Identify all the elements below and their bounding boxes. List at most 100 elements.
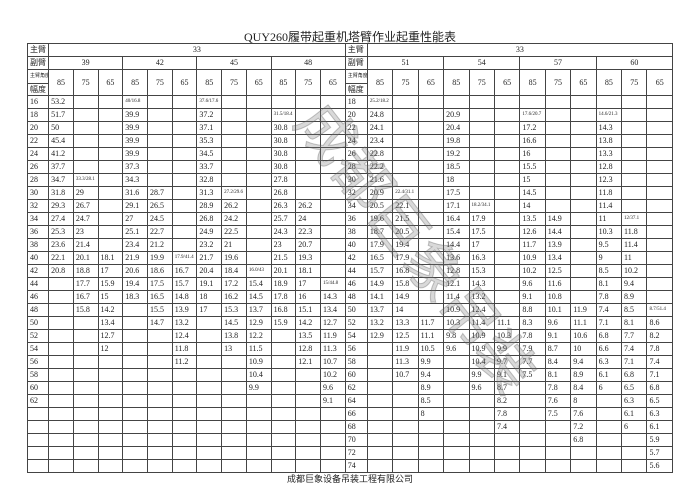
load-value: 11.9	[392, 342, 419, 356]
load-value	[417, 225, 445, 239]
empty-cell	[26, 407, 50, 421]
load-value: 5.9	[646, 433, 673, 447]
load-value	[646, 186, 673, 200]
empty-cell	[171, 459, 198, 473]
empty-cell	[245, 459, 272, 473]
load-value: 14.1	[366, 290, 394, 304]
load-value: 14.4	[443, 238, 470, 252]
load-value: 15.4	[245, 277, 272, 291]
jib-length: 48	[270, 56, 346, 70]
load-value: 10.8	[544, 290, 572, 304]
load-value: 8.2	[493, 394, 521, 408]
load-value: 11.9	[320, 329, 346, 343]
radius: 62	[344, 381, 368, 395]
load-value: 7.1	[595, 316, 623, 330]
load-value	[122, 342, 148, 356]
angle: 75	[72, 69, 99, 96]
radius: 18	[344, 95, 368, 109]
load-value: 16.3	[468, 251, 495, 265]
load-value: 7.4	[493, 420, 521, 434]
load-value: 26.2	[221, 199, 247, 213]
load-value: 24.7	[72, 212, 99, 226]
load-value	[621, 134, 648, 148]
radius: 32	[344, 186, 368, 200]
load-value	[171, 108, 198, 122]
load-value: 23.2	[196, 238, 223, 252]
load-value	[245, 173, 272, 187]
load-value	[245, 212, 272, 226]
load-value: 12.1	[295, 355, 321, 369]
load-value	[72, 316, 99, 330]
load-value: 32.8	[196, 173, 223, 187]
jib-length: 57	[519, 56, 597, 70]
load-value: 24.3	[270, 225, 297, 239]
load-value: 17.9	[366, 238, 394, 252]
jib-label: 副臂	[26, 56, 50, 70]
empty-cell	[171, 420, 198, 434]
load-value	[443, 407, 470, 421]
radius: 54	[344, 329, 368, 343]
empty-cell	[245, 433, 272, 447]
load-value	[493, 160, 521, 174]
load-value	[621, 199, 648, 213]
load-value: 12.6	[519, 225, 546, 239]
load-value: 41.2	[48, 147, 74, 161]
load-value	[320, 134, 346, 148]
radius: 30	[344, 173, 368, 187]
empty-cell	[122, 407, 148, 421]
empty-cell	[221, 459, 247, 473]
load-value	[171, 368, 198, 382]
radius: 58	[26, 368, 50, 382]
load-value: 15.3	[221, 303, 247, 317]
load-value: 6.8	[570, 433, 597, 447]
load-value	[146, 342, 173, 356]
load-value: 39.9	[122, 134, 148, 148]
load-value: 30.8	[270, 121, 297, 135]
load-value	[493, 121, 521, 135]
load-value: 15.5	[146, 303, 173, 317]
angle: 75	[621, 69, 648, 96]
load-value: 10.2	[519, 264, 546, 278]
load-value: 21.5	[270, 251, 297, 265]
radius: 50	[26, 316, 50, 330]
load-value	[493, 199, 521, 213]
load-value: 9.4	[417, 368, 445, 382]
load-value: 16.5	[146, 290, 173, 304]
radius: 44	[344, 264, 368, 278]
load-value	[72, 95, 99, 109]
load-value: 6	[621, 420, 648, 434]
radius: 60	[26, 381, 50, 395]
load-value: 22.1	[392, 199, 419, 213]
load-value: 23	[270, 238, 297, 252]
radius: 32	[26, 199, 50, 213]
load-value	[570, 95, 597, 109]
load-value	[196, 342, 223, 356]
load-value: 8.7/51.4	[646, 303, 673, 317]
load-value	[570, 186, 597, 200]
load-value: 12.5	[544, 264, 572, 278]
main-length: 33	[48, 43, 346, 57]
load-value	[417, 173, 445, 187]
load-value	[320, 173, 346, 187]
empty-cell	[270, 459, 297, 473]
load-value	[295, 147, 321, 161]
load-value: 11.4	[468, 316, 495, 330]
load-value: 15	[97, 290, 124, 304]
load-value: 9.1	[519, 290, 546, 304]
angle: 65	[97, 69, 124, 96]
load-value: 14.3	[595, 121, 623, 135]
load-value: 14	[392, 303, 419, 317]
load-value: 17.6/20.7	[519, 108, 546, 122]
load-value	[544, 160, 572, 174]
angle: 75	[544, 69, 572, 96]
load-value	[519, 446, 546, 460]
load-value	[72, 329, 99, 343]
load-value	[245, 160, 272, 174]
radius: 38	[26, 238, 50, 252]
load-value: 16.8	[392, 264, 419, 278]
empty-cell	[295, 420, 321, 434]
empty-cell	[196, 407, 223, 421]
load-value	[245, 108, 272, 122]
load-value: 10.9	[468, 342, 495, 356]
load-value	[493, 212, 521, 226]
